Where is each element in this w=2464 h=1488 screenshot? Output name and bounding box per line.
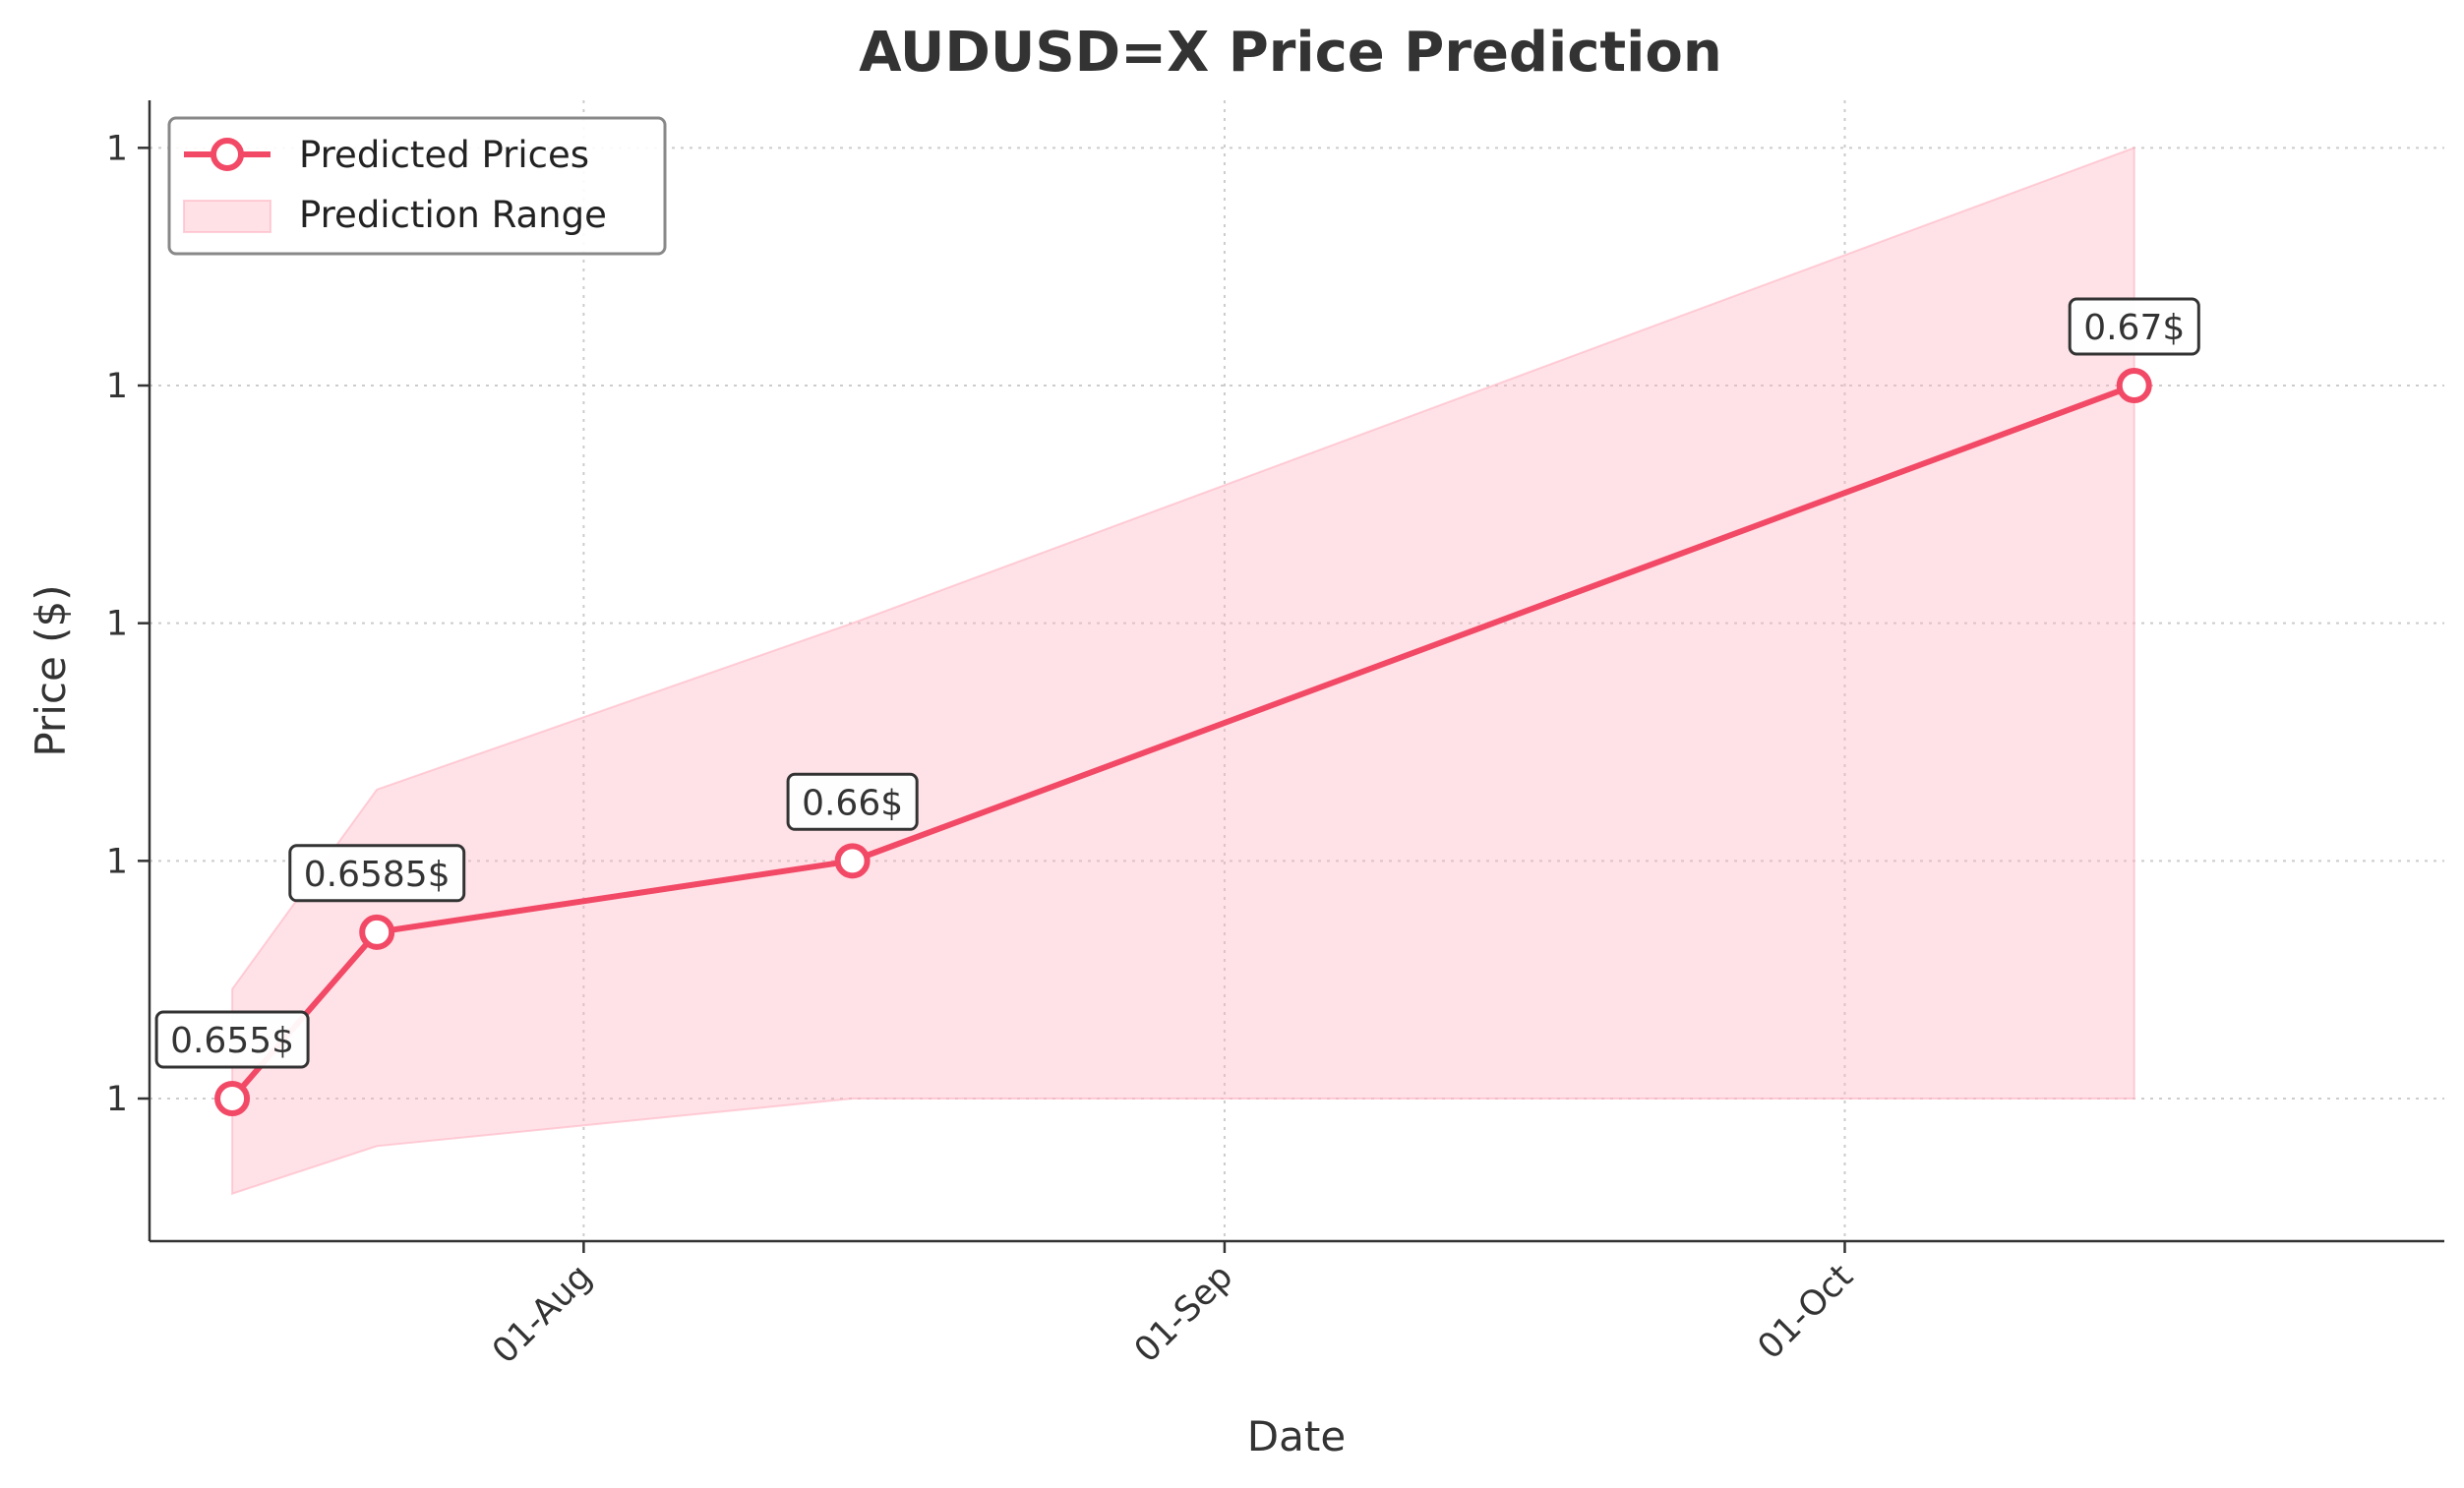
y-tick-label: 1 bbox=[106, 842, 128, 881]
x-ticks: 01-Aug 01-Sep 01-Oct bbox=[485, 1241, 1861, 1372]
data-label-box bbox=[786, 772, 919, 831]
data-label-text: 0.6585$ bbox=[304, 855, 451, 895]
y-tick-label: 1 bbox=[106, 605, 128, 644]
legend-band-swatch bbox=[183, 200, 271, 233]
axes bbox=[148, 100, 2444, 1243]
y-tick-label: 1 bbox=[106, 129, 128, 168]
y-tick-label: 1 bbox=[106, 367, 128, 406]
x-tick-label: 01-Sep bbox=[1127, 1257, 1240, 1370]
legend-marker-swatch bbox=[210, 138, 244, 171]
data-point bbox=[214, 1081, 251, 1116]
legend-box bbox=[167, 116, 667, 256]
x-axis-label: Date bbox=[1247, 1412, 1346, 1460]
data-labels: 0.655$ 0.6585$ 0.66$ 0.67$ bbox=[154, 297, 2200, 1069]
y-ticks: 1 1 1 1 1 bbox=[106, 129, 150, 1119]
data-label: 0.655$ bbox=[154, 1010, 310, 1069]
data-label: 0.67$ bbox=[2068, 297, 2200, 356]
data-label-box bbox=[2068, 297, 2200, 356]
y-tick-label: 1 bbox=[106, 1080, 128, 1119]
data-label: 0.6585$ bbox=[288, 844, 466, 903]
data-point bbox=[2116, 368, 2152, 403]
data-label-text: 0.66$ bbox=[802, 783, 903, 823]
data-label-box bbox=[154, 1010, 310, 1069]
x-tick-label: 01-Oct bbox=[1751, 1257, 1861, 1367]
data-label-box bbox=[288, 844, 466, 903]
data-label-text: 0.655$ bbox=[170, 1021, 294, 1061]
legend-label-range: Prediction Range bbox=[299, 194, 607, 236]
y-axis-label: Price ($) bbox=[27, 584, 75, 756]
x-tick-label: 01-Aug bbox=[485, 1257, 599, 1371]
data-point bbox=[359, 914, 395, 950]
data-point bbox=[834, 843, 871, 879]
data-label: 0.66$ bbox=[786, 772, 919, 831]
prediction-range-band bbox=[231, 146, 2135, 1196]
legend-label-predicted: Predicted Prices bbox=[299, 134, 589, 176]
chart-title: AUDUSD=X Price Prediction bbox=[859, 21, 1721, 85]
legend: Predicted Prices Prediction Range bbox=[167, 116, 667, 256]
data-points bbox=[214, 368, 2152, 1116]
data-label-text: 0.67$ bbox=[2083, 308, 2185, 348]
